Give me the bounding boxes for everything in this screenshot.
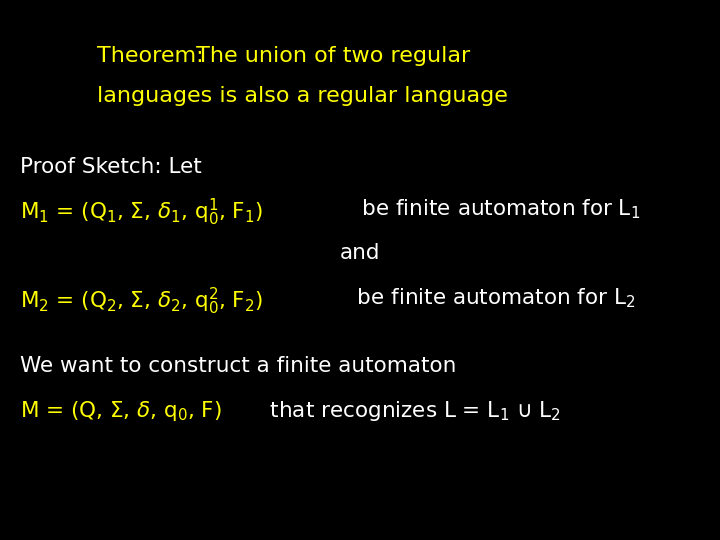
Text: M = (Q, $\Sigma$, $\delta$, q$_0$, F): M = (Q, $\Sigma$, $\delta$, q$_0$, F): [20, 399, 222, 422]
Text: be finite automaton for L$_1$: be finite automaton for L$_1$: [348, 197, 640, 221]
Text: that recognizes L = L$_1$ $\cup$ L$_2$: that recognizes L = L$_1$ $\cup$ L$_2$: [263, 399, 561, 422]
Text: M$_1$ = (Q$_1$, $\Sigma$, $\delta_1$, q$_0^1$, F$_1$): M$_1$ = (Q$_1$, $\Sigma$, $\delta_1$, q$…: [20, 197, 264, 228]
Text: Proof Sketch: Let: Proof Sketch: Let: [20, 157, 202, 177]
Text: The union of two regular: The union of two regular: [189, 46, 471, 66]
Text: Theorem:: Theorem:: [97, 46, 204, 66]
Text: and: and: [340, 243, 380, 263]
Text: languages is also a regular language: languages is also a regular language: [97, 86, 508, 106]
Text: M$_2$ = (Q$_2$, $\Sigma$, $\delta_2$, q$_0^2$, F$_2$): M$_2$ = (Q$_2$, $\Sigma$, $\delta_2$, q$…: [20, 286, 264, 318]
Text: We want to construct a finite automaton: We want to construct a finite automaton: [20, 356, 456, 376]
Text: be finite automaton for L$_2$: be finite automaton for L$_2$: [350, 286, 635, 310]
